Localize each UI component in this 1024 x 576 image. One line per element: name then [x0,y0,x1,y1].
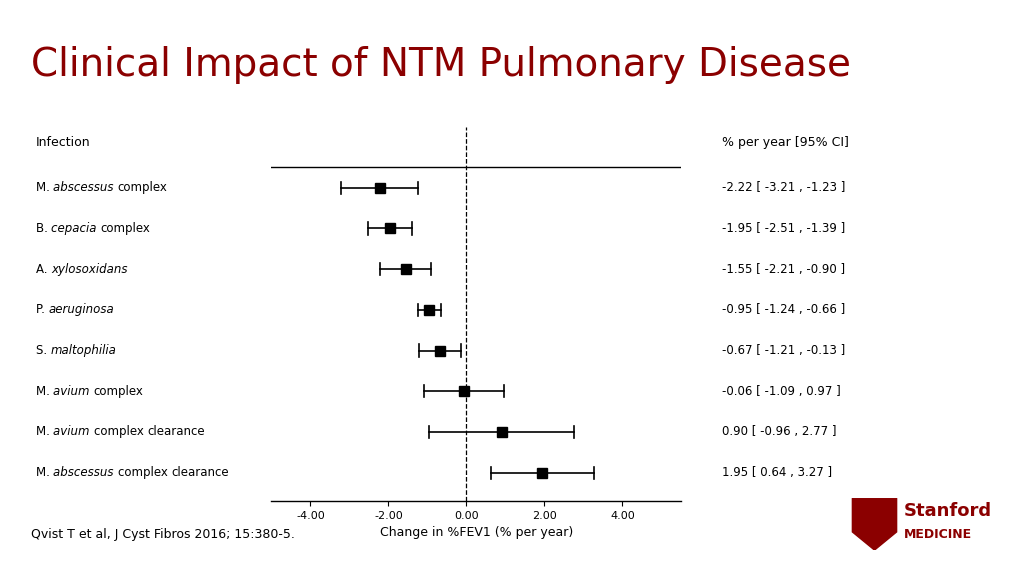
Text: complex: complex [94,385,143,398]
Text: P.: P. [36,304,48,316]
Text: xylosoxidans: xylosoxidans [51,263,128,276]
Text: -0.67 [ -1.21 , -0.13 ]: -0.67 [ -1.21 , -0.13 ] [722,344,845,357]
Text: Stanford: Stanford [904,502,992,521]
Text: -0.06 [ -1.09 , 0.97 ]: -0.06 [ -1.09 , 0.97 ] [722,385,841,398]
X-axis label: Change in %FEV1 (% per year): Change in %FEV1 (% per year) [380,526,572,539]
Polygon shape [852,498,897,550]
Text: abscessus: abscessus [53,181,118,194]
Text: A.: A. [36,263,51,276]
Text: abscessus: abscessus [53,466,118,479]
Text: Qvist T et al, J Cyst Fibros 2016; 15:380-5.: Qvist T et al, J Cyst Fibros 2016; 15:38… [31,528,295,541]
Text: -2.22 [ -3.21 , -1.23 ]: -2.22 [ -3.21 , -1.23 ] [722,181,845,194]
Text: -1.55 [ -2.21 , -0.90 ]: -1.55 [ -2.21 , -0.90 ] [722,263,845,276]
Text: aeruginosa: aeruginosa [48,304,115,316]
Text: clearance: clearance [147,426,205,438]
Text: -1.95 [ -2.51 , -1.39 ]: -1.95 [ -2.51 , -1.39 ] [722,222,845,235]
Text: M.: M. [36,426,53,438]
Text: maltophilia: maltophilia [51,344,117,357]
Text: 0.90 [ -0.96 , 2.77 ]: 0.90 [ -0.96 , 2.77 ] [722,426,837,438]
Text: 1.95 [ 0.64 , 3.27 ]: 1.95 [ 0.64 , 3.27 ] [722,466,833,479]
Text: M.: M. [36,385,53,398]
Text: complex: complex [118,466,171,479]
Text: M.: M. [36,181,53,194]
Text: MEDICINE: MEDICINE [904,528,973,541]
Text: Clinical Impact of NTM Pulmonary Disease: Clinical Impact of NTM Pulmonary Disease [31,46,851,84]
Text: -0.95 [ -1.24 , -0.66 ]: -0.95 [ -1.24 , -0.66 ] [722,304,845,316]
Text: cepacia: cepacia [51,222,100,235]
Text: % per year [95% CI]: % per year [95% CI] [722,137,849,150]
Text: complex: complex [118,181,168,194]
Text: avium: avium [53,426,94,438]
Text: complex: complex [94,426,147,438]
Text: B.: B. [36,222,51,235]
Text: M.: M. [36,466,53,479]
Text: Infection: Infection [36,137,90,150]
Text: complex: complex [100,222,151,235]
Text: clearance: clearance [171,466,229,479]
Text: avium: avium [53,385,94,398]
Text: S.: S. [36,344,51,357]
